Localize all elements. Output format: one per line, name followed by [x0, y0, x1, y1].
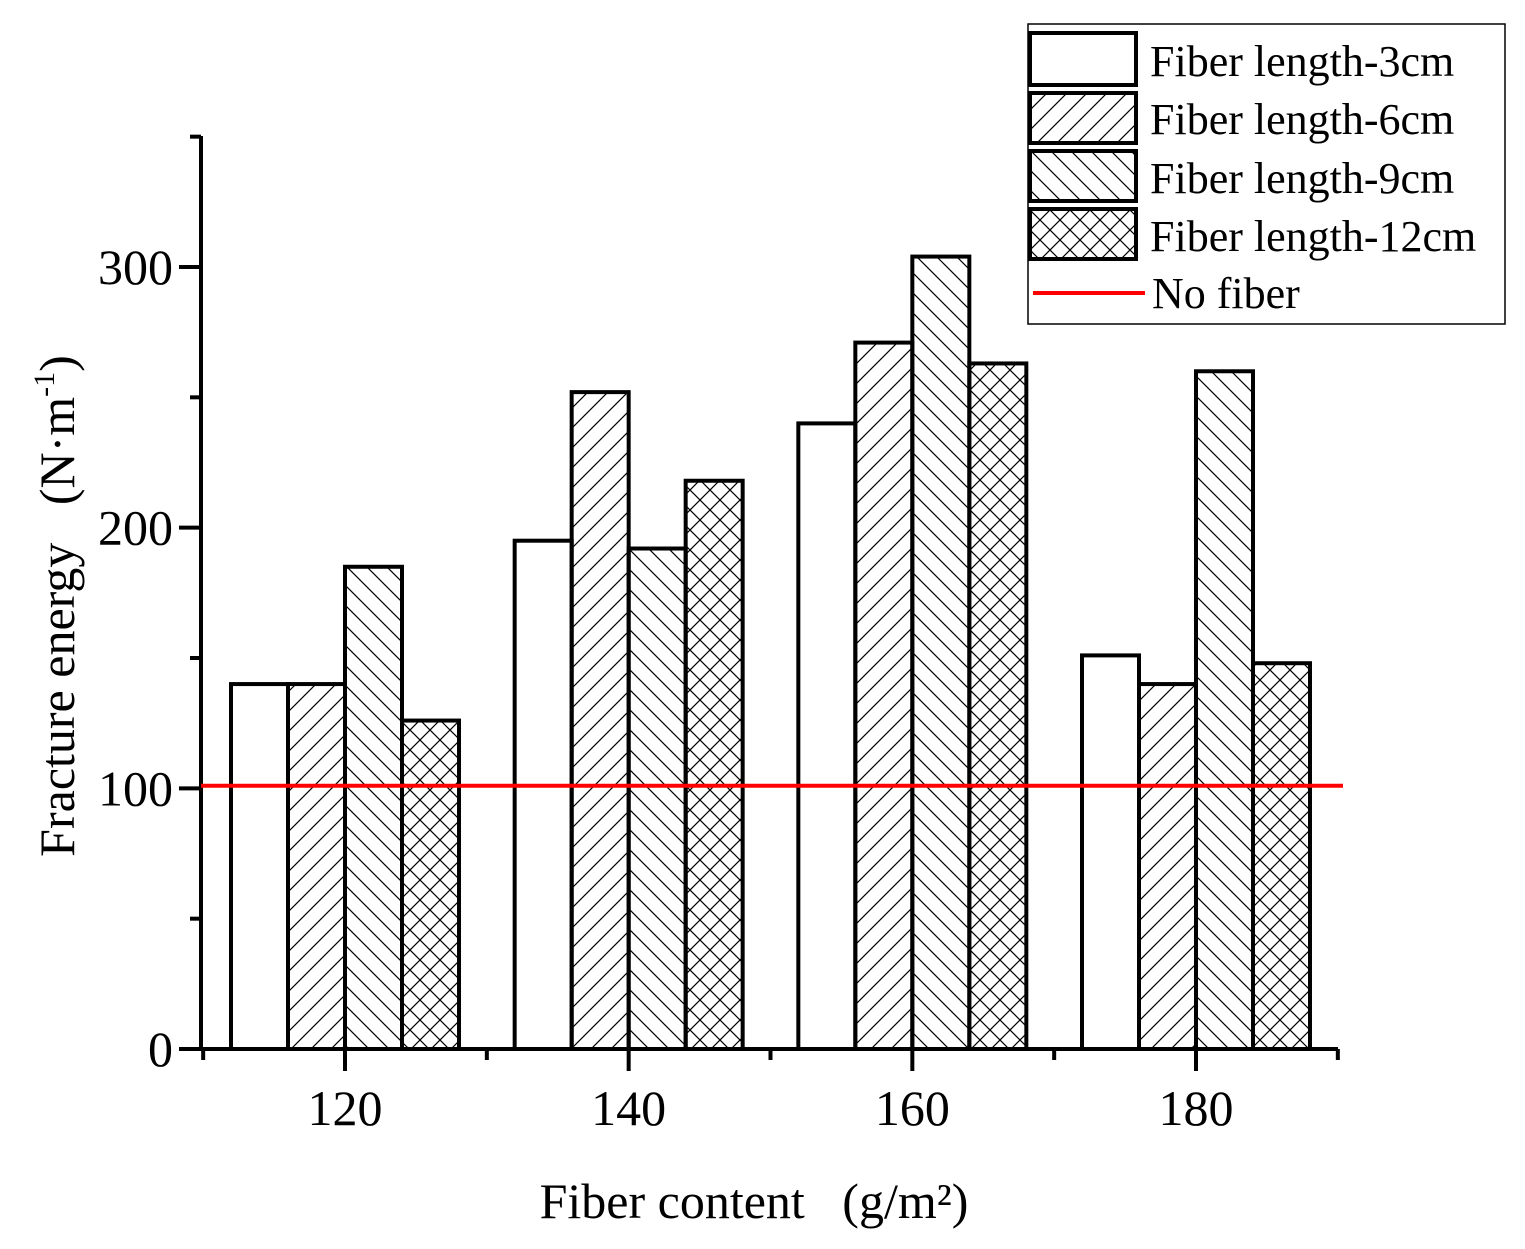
bar-12cm-120	[400, 718, 461, 1051]
legend: Fiber length-3cm Fiber length-6cm Fiber …	[1027, 23, 1506, 325]
x-tick-label: 180	[1159, 1080, 1234, 1136]
y-tick-label: 300	[98, 239, 173, 295]
y-axis-title-main: Fracture energy (N·m	[29, 397, 85, 857]
legend-label-3cm: Fiber length-3cm	[1150, 37, 1454, 86]
bar-9cm-180	[1194, 369, 1255, 1051]
legend-swatch-9cm	[1028, 149, 1138, 203]
y-tick-label: 100	[98, 760, 173, 816]
bar-6cm-120	[286, 682, 347, 1051]
legend-swatch-12cm	[1028, 207, 1138, 261]
bar-12cm-160	[967, 361, 1029, 1051]
legend-label-12cm: Fiber length-12cm	[1150, 212, 1476, 261]
legend-label-no-fiber: No fiber	[1152, 269, 1300, 318]
legend-swatch-6cm	[1028, 91, 1138, 145]
legend-label-6cm: Fiber length-6cm	[1150, 95, 1454, 144]
y-axis-title-superscript: -1	[28, 372, 61, 397]
bar-9cm-120	[343, 564, 404, 1051]
y-axis-title-close: )	[29, 355, 85, 372]
x-tick-label: 160	[875, 1080, 950, 1136]
y-tick-label: 200	[98, 500, 173, 556]
legend-swatch-3cm	[1028, 31, 1138, 87]
bar-6cm-160	[853, 340, 915, 1051]
bar-3cm-160	[796, 421, 858, 1051]
bar-12cm-180	[1251, 661, 1312, 1051]
bar-3cm-120	[229, 682, 290, 1051]
bar-9cm-160	[910, 254, 972, 1052]
bar-12cm-140	[683, 478, 745, 1052]
bar-6cm-180	[1137, 682, 1198, 1051]
bar-3cm-180	[1080, 653, 1141, 1051]
bar-6cm-140	[569, 390, 631, 1051]
y-axis-ticks: 0 100 200 300	[98, 134, 201, 1077]
bar-3cm-140	[512, 538, 574, 1051]
legend-label-9cm: Fiber length-9cm	[1150, 154, 1454, 203]
x-axis-title: Fiber content (g/m²)	[540, 1173, 969, 1229]
y-axis-title: Fracture energy (N·m-1)	[28, 355, 85, 857]
bar-group	[229, 254, 1312, 1052]
x-axis-ticks: 120 140 160 180	[201, 1049, 1340, 1136]
y-tick-label: 0	[148, 1021, 173, 1077]
bar-9cm-140	[626, 546, 688, 1052]
x-tick-label: 120	[308, 1080, 383, 1136]
x-tick-label: 140	[591, 1080, 666, 1136]
